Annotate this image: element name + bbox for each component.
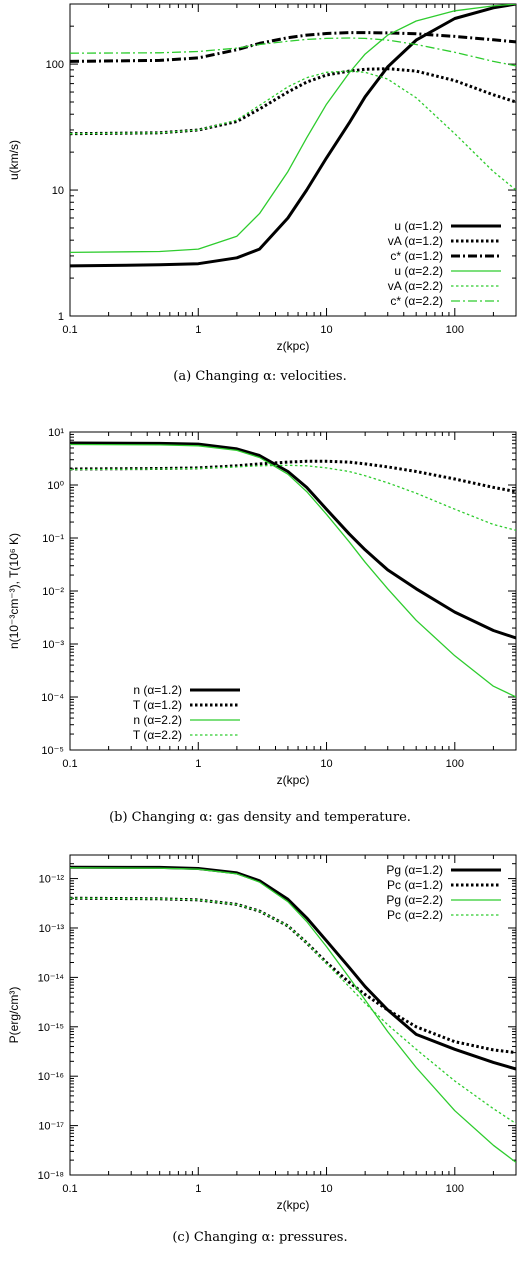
x-tick-label: 0.1 — [62, 1183, 77, 1195]
chart-panel-3: 0.1 1 10 100 10⁻¹⁸ 10⁻¹⁷ 10⁻¹⁶ 10⁻¹⁵ 10⁻¹⁴ 10⁻¹³ 1… — [7, 854, 517, 1245]
legend-label: Pg (α=2.2) — [386, 893, 443, 907]
x-tick-label: 1 — [195, 1183, 201, 1195]
y-axis-label: n(10⁻³cm⁻³), T(10⁶ K) — [7, 533, 21, 649]
x-axis-label: z(kpc) — [277, 1198, 310, 1212]
y-tick-label: 10 — [52, 185, 64, 197]
series-line-3 — [70, 443, 516, 698]
x-tick-label: 100 — [446, 324, 464, 336]
x-axis-label: z(kpc) — [277, 773, 310, 787]
series-line-4 — [70, 464, 516, 531]
x-tick-label: 10 — [320, 1183, 332, 1195]
y-tick-label: 10⁻¹³ — [39, 923, 65, 935]
series-line-6 — [70, 37, 516, 67]
y-tick-label: 10⁻¹ — [42, 533, 64, 545]
x-axis-label: z(kpc) — [277, 339, 310, 353]
series-line-2 — [70, 67, 516, 136]
legend-label: u (α=1.2) — [394, 219, 443, 233]
legend: u (α=1.2)vA (α=1.2)c* (α=1.2)u (α=2.2)vA… — [388, 219, 501, 308]
legend-label: vA (α=1.2) — [388, 234, 443, 248]
legend-label: n (α=2.2) — [133, 713, 182, 727]
series-line-4 — [70, 4, 516, 254]
x-tick-label: 10 — [320, 758, 332, 770]
x-tick-label: 0.1 — [62, 324, 77, 336]
y-tick-label: 10⁻¹⁴ — [38, 972, 65, 984]
legend-label: n (α=1.2) — [133, 683, 182, 697]
x-tick-label: 100 — [446, 1183, 464, 1195]
y-tick-label: 10⁻³ — [42, 639, 64, 651]
plot-frame — [69, 854, 517, 1176]
x-tick-label: 0.1 — [62, 758, 77, 770]
legend-label: T (α=2.2) — [133, 728, 182, 742]
y-tick-label: 10⁻¹⁸ — [38, 1170, 64, 1182]
series-line-2 — [70, 459, 516, 494]
x-tick-label: 10 — [320, 324, 332, 336]
legend-label: c* (α=2.2) — [390, 294, 443, 308]
y-tick-label: 10⁻⁵ — [41, 745, 64, 757]
legend-label: Pc (α=2.2) — [387, 908, 443, 922]
y-tick-label: 10⁻¹⁵ — [38, 1022, 64, 1034]
y-tick-label: 10¹ — [48, 427, 64, 439]
series-line-5 — [70, 70, 516, 191]
y-tick-label: 10⁻¹² — [39, 874, 65, 886]
legend: Pg (α=1.2)Pc (α=1.2)Pg (α=2.2)Pc (α=2.2) — [386, 863, 501, 922]
figure-caption: (b) Changing α: gas density and temperat… — [109, 810, 411, 825]
y-tick-label: 10⁻² — [42, 586, 64, 598]
x-tick-label: 1 — [195, 758, 201, 770]
y-tick-label: 10⁰ — [47, 480, 64, 492]
legend-label: u (α=2.2) — [394, 264, 443, 278]
legend: n (α=1.2)T (α=1.2)n (α=2.2)T (α=2.2) — [133, 683, 240, 742]
y-tick-label: 10⁻¹⁶ — [38, 1071, 64, 1083]
series-line-2 — [70, 896, 516, 1055]
y-tick-label: 10⁻⁴ — [41, 692, 64, 704]
series-line-1 — [70, 441, 516, 640]
x-tick-label: 1 — [195, 324, 201, 336]
series-line-1 — [70, 4, 516, 268]
y-tick-label: 100 — [46, 59, 64, 71]
series-line-3 — [70, 867, 516, 1163]
series-line-4 — [70, 897, 516, 1125]
legend-label: T (α=1.2) — [133, 698, 182, 712]
y-axis-label: u(km/s) — [7, 140, 21, 180]
figure-caption: (a) Changing α: velocities. — [173, 369, 346, 384]
legend-label: c* (α=1.2) — [390, 249, 443, 263]
chart-panel-2: 0.1 1 10 100 10⁻⁵ 10⁻⁴ 10⁻³ 10⁻² 10⁻¹ 10⁰ 10¹ z(kpc… — [7, 427, 517, 825]
y-tick-label: 10⁻¹⁷ — [38, 1121, 64, 1133]
y-axis-label: P(erg/cm³) — [7, 987, 21, 1044]
legend-label: Pc (α=1.2) — [387, 878, 443, 892]
plot-frame — [69, 3, 517, 317]
y-tick-label: 1 — [58, 311, 64, 323]
x-tick-label: 100 — [446, 758, 464, 770]
series-line-1 — [70, 865, 516, 1071]
legend-label: Pg (α=1.2) — [386, 863, 443, 877]
figure-caption: (c) Changing α: pressures. — [172, 1230, 347, 1245]
series-line-3 — [70, 31, 516, 63]
legend-label: vA (α=2.2) — [388, 279, 443, 293]
